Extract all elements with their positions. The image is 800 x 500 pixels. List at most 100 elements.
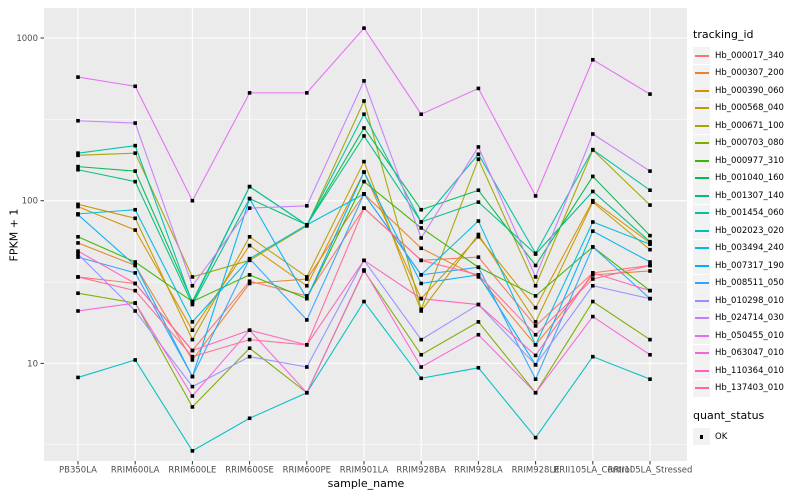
legend-color-line-icon [694, 282, 709, 285]
data-point [476, 152, 481, 157]
data-point [533, 263, 538, 268]
legend-item-label: Hb_000671_100 [715, 120, 784, 131]
data-point [476, 86, 481, 91]
y-tick-label: 100 [22, 197, 38, 207]
data-point [305, 365, 309, 369]
legend-item: Hb_000977_310 [693, 152, 799, 170]
legend-item: Hb_137403_010 [693, 379, 799, 398]
legend-item-label: Hb_003494_240 [715, 243, 784, 254]
x-tick-label: RRIM928LA [454, 466, 503, 476]
data-point [591, 314, 595, 319]
data-point [533, 283, 538, 288]
data-point [533, 294, 538, 298]
legend-item-label: Hb_001307_140 [715, 190, 784, 201]
data-point [305, 223, 309, 227]
legend-color-line-icon [694, 317, 709, 320]
legend-item: Hb_003494_240 [693, 239, 799, 258]
data-point [76, 249, 80, 253]
data-point [190, 374, 195, 379]
data-point [362, 192, 366, 196]
legend-color-line-icon [694, 264, 709, 267]
data-point [419, 296, 423, 301]
data-point [476, 255, 481, 259]
data-point [533, 251, 538, 256]
data-point [648, 239, 652, 244]
legend-item-label: Hb_000390_060 [715, 85, 784, 96]
legend-item: Hb_050455_010 [693, 327, 799, 345]
data-point [533, 343, 538, 347]
data-point [419, 112, 423, 117]
data-point [533, 435, 538, 440]
x-tick-label: RRIM600LE [168, 466, 216, 476]
data-point [76, 212, 80, 217]
legend-item-label: Hb_000307_200 [715, 68, 784, 79]
data-point [190, 320, 195, 324]
data-point [190, 275, 195, 279]
data-point [476, 145, 481, 149]
x-tick-label: RRIM600SE [225, 466, 274, 476]
legend-item-ok: OK [693, 428, 799, 446]
data-point [476, 273, 481, 277]
legend-color-line-icon [694, 352, 709, 355]
legend-color-line-icon [694, 369, 709, 372]
data-point [305, 296, 309, 301]
data-point [247, 281, 252, 286]
data-point [648, 233, 652, 238]
data-point [133, 281, 137, 286]
data-point [476, 200, 481, 204]
legend-color-line-icon [694, 107, 709, 110]
data-point [190, 198, 195, 203]
legend-key [693, 344, 710, 362]
data-point [476, 332, 481, 337]
legend-item: Hb_000307_200 [693, 64, 799, 83]
data-point [591, 200, 595, 204]
data-point [419, 258, 423, 263]
black-square-icon [699, 434, 704, 439]
legend-item: Hb_000568_040 [693, 99, 799, 118]
data-point [247, 273, 252, 277]
data-point [591, 147, 595, 152]
legend-item-label: Hb_000703_080 [715, 138, 784, 149]
data-point [648, 169, 652, 173]
x-tick-label: RRIM901LA [340, 466, 389, 476]
data-point [247, 346, 252, 351]
data-point [247, 234, 252, 239]
data-point [648, 242, 652, 247]
data-point [648, 352, 652, 357]
legend-key [693, 327, 710, 345]
data-point [247, 337, 252, 342]
data-point [648, 269, 652, 273]
legend-item: Hb_001040_160 [693, 169, 799, 188]
data-point [76, 164, 80, 169]
data-point [133, 358, 137, 362]
data-point [533, 320, 538, 324]
x-tick-label: RRII105LA_Control [553, 466, 632, 476]
x-tick-label: RRIM600PE [283, 466, 331, 476]
legend-item-label: Hb_024714_030 [715, 313, 784, 324]
data-point [648, 296, 652, 301]
data-point [247, 91, 252, 95]
data-point [133, 260, 137, 264]
data-point [648, 288, 652, 293]
data-point [419, 337, 423, 342]
legend-item-label: Hb_002023_020 [715, 225, 784, 236]
data-point [190, 384, 195, 389]
legend-key [693, 64, 710, 82]
x-tick-label: RRII105LA_Stressed [608, 466, 693, 476]
data-point [533, 332, 538, 337]
data-point [362, 258, 366, 263]
legend-color-line-icon [694, 387, 709, 390]
data-point [648, 188, 652, 193]
data-point [76, 151, 80, 155]
data-point [591, 277, 595, 281]
legend-item: Hb_024714_030 [693, 309, 799, 328]
data-point [133, 84, 137, 89]
data-point [305, 277, 309, 281]
legend-item-label: Hb_000568_040 [715, 103, 784, 114]
legend-color-line-icon [694, 247, 709, 250]
data-point [419, 273, 423, 277]
data-point [76, 202, 80, 207]
data-point [190, 283, 195, 288]
data-point [305, 390, 309, 395]
data-point [419, 236, 423, 240]
